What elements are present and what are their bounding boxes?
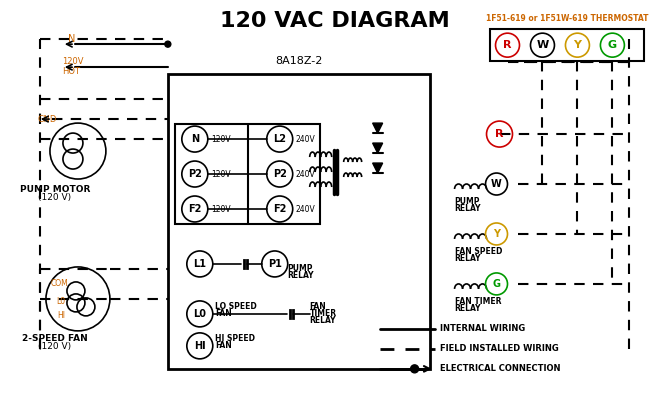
Text: HI: HI <box>57 311 65 321</box>
Text: L1: L1 <box>194 259 206 269</box>
Text: RELAY: RELAY <box>454 204 481 213</box>
Text: 120V: 120V <box>211 170 230 178</box>
Text: PUMP MOTOR: PUMP MOTOR <box>19 184 90 194</box>
Text: FIELD INSTALLED WIRING: FIELD INSTALLED WIRING <box>440 344 558 353</box>
Text: N: N <box>68 34 75 44</box>
Text: FAN TIMER: FAN TIMER <box>454 297 501 306</box>
Text: W: W <box>537 40 549 50</box>
Text: 2-SPEED FAN: 2-SPEED FAN <box>22 334 88 344</box>
Text: 120V: 120V <box>62 57 84 66</box>
Text: ELECTRICAL CONNECTION: ELECTRICAL CONNECTION <box>440 365 560 373</box>
Text: Y: Y <box>493 229 500 239</box>
Text: 120 VAC DIAGRAM: 120 VAC DIAGRAM <box>220 11 450 31</box>
Polygon shape <box>373 143 383 153</box>
Text: W: W <box>491 179 502 189</box>
Text: INTERNAL WIRING: INTERNAL WIRING <box>440 324 525 334</box>
Text: F2: F2 <box>188 204 202 214</box>
Text: 1F51-619 or 1F51W-619 THERMOSTAT: 1F51-619 or 1F51W-619 THERMOSTAT <box>486 14 648 23</box>
Text: G: G <box>492 279 500 289</box>
Text: PUMP: PUMP <box>287 264 313 273</box>
Text: G: G <box>608 40 617 50</box>
Text: 240V: 240V <box>295 170 316 178</box>
Text: LO SPEED: LO SPEED <box>215 303 257 311</box>
Text: FAN: FAN <box>310 303 326 311</box>
Text: RELAY: RELAY <box>454 304 481 313</box>
Bar <box>168 74 429 369</box>
Text: Y: Y <box>574 40 582 50</box>
Text: N: N <box>191 134 199 144</box>
Circle shape <box>411 365 419 373</box>
Text: P2: P2 <box>273 169 287 179</box>
Text: 120V: 120V <box>211 204 230 214</box>
Text: 8A18Z-2: 8A18Z-2 <box>275 56 322 66</box>
Text: P1: P1 <box>268 259 281 269</box>
Text: R: R <box>495 129 504 139</box>
Text: RELAY: RELAY <box>287 271 314 280</box>
Text: 240V: 240V <box>295 134 316 144</box>
Text: L2: L2 <box>273 134 286 144</box>
Text: 240V: 240V <box>295 204 316 214</box>
Text: FAN: FAN <box>215 309 232 318</box>
Text: TIMER: TIMER <box>310 309 337 318</box>
Text: L0: L0 <box>56 297 65 306</box>
Text: COM: COM <box>50 279 68 288</box>
Text: R: R <box>503 40 512 50</box>
Text: P2: P2 <box>188 169 202 179</box>
Text: FAN SPEED: FAN SPEED <box>454 247 502 256</box>
Polygon shape <box>373 163 383 173</box>
Text: L0: L0 <box>194 309 206 319</box>
Text: RELAY: RELAY <box>454 254 481 263</box>
Text: RELAY: RELAY <box>310 316 336 326</box>
Circle shape <box>165 41 171 47</box>
Text: HOT: HOT <box>62 67 80 76</box>
Polygon shape <box>373 123 383 133</box>
Text: GND: GND <box>38 114 58 124</box>
Text: HI: HI <box>194 341 206 351</box>
Text: (120 V): (120 V) <box>38 342 72 352</box>
Bar <box>490 29 645 61</box>
Text: FAN: FAN <box>215 341 232 350</box>
Text: HI SPEED: HI SPEED <box>215 334 255 344</box>
Text: F2: F2 <box>273 204 286 214</box>
Text: PUMP: PUMP <box>454 197 480 206</box>
Text: (120 V): (120 V) <box>38 192 72 202</box>
Text: 120V: 120V <box>211 134 230 144</box>
Bar <box>175 124 320 224</box>
